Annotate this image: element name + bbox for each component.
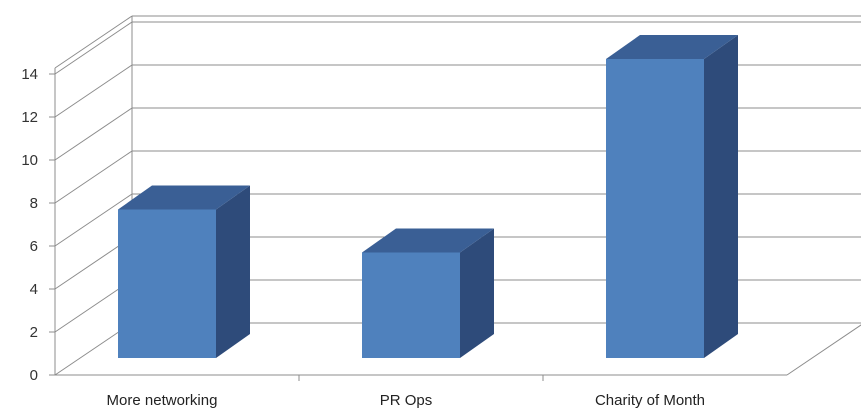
gridline-diagonal xyxy=(54,21,133,75)
y-tick-label: 8 xyxy=(30,195,38,212)
y-axis-ticks: 0 2 4 6 8 10 12 14 xyxy=(21,66,544,384)
y-tick-label: 12 xyxy=(21,109,38,126)
y-tick-label: 6 xyxy=(30,238,38,255)
x-tick-label: More networking xyxy=(107,392,218,409)
gridline-diagonal xyxy=(54,64,133,118)
y-tick-label: 2 xyxy=(30,324,38,341)
x-axis-labels: More networking PR Ops Charity of Month xyxy=(107,392,705,409)
y-tick-label: 0 xyxy=(30,367,38,384)
y-tick-label: 14 xyxy=(21,66,38,83)
bar-front xyxy=(606,59,704,358)
gridline-diagonal xyxy=(54,15,133,69)
bar-top xyxy=(606,35,738,59)
bar xyxy=(606,35,738,358)
chart-axes xyxy=(49,16,861,376)
y-tick-label: 10 xyxy=(21,152,38,169)
bar xyxy=(362,228,494,358)
bar-front xyxy=(362,252,460,358)
y-tick-label: 4 xyxy=(30,281,38,298)
x-tick-label: PR Ops xyxy=(380,392,433,409)
bar-top xyxy=(118,185,250,210)
gridline-diagonal xyxy=(54,193,133,247)
bar xyxy=(118,185,250,358)
floor-edge xyxy=(786,324,861,376)
x-tick-label: Charity of Month xyxy=(595,392,705,409)
bar-top xyxy=(362,228,494,253)
gridline-diagonal xyxy=(54,150,133,204)
chart-gridlines xyxy=(54,15,861,376)
bar-side xyxy=(216,185,250,358)
bar-side xyxy=(460,228,494,358)
bar-front xyxy=(118,209,216,358)
bar-side xyxy=(704,35,738,358)
gridline-diagonal xyxy=(54,107,133,161)
bar-series xyxy=(118,35,738,358)
